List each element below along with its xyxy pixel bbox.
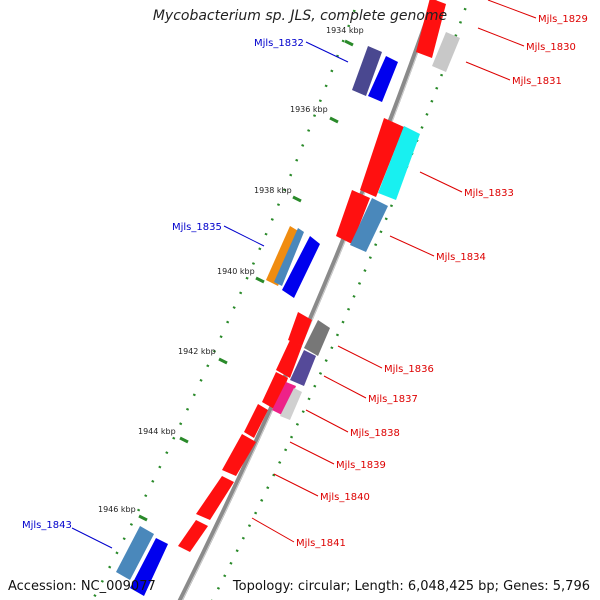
tick-label-1936: 1936 kbp xyxy=(290,105,328,114)
gene-arrow[interactable] xyxy=(280,388,302,420)
label-leader-lines xyxy=(71,0,537,549)
tick-label-1946: 1946 kbp xyxy=(98,505,136,514)
tick-label-1944: 1944 kbp xyxy=(138,427,176,436)
gene-label-mjls-1839[interactable]: Mjls_1839 xyxy=(336,460,386,471)
gene-arrow[interactable] xyxy=(288,312,312,346)
gene-arrow[interactable] xyxy=(222,434,256,476)
gene-arrow[interactable] xyxy=(360,118,404,197)
gene-arrow[interactable] xyxy=(196,476,234,520)
gene-arrow[interactable] xyxy=(130,538,168,596)
gene-arrow[interactable] xyxy=(244,404,268,438)
tick-label-1940: 1940 kbp xyxy=(217,267,255,276)
gene-label-mjls-1830[interactable]: Mjls_1830 xyxy=(526,42,576,53)
gene-label-mjls-1831[interactable]: Mjls_1831 xyxy=(512,76,562,87)
map-title: Mycobacterium sp. JLS, complete genome xyxy=(152,8,448,24)
tick-label-1938: 1938 kbp xyxy=(254,186,292,195)
gene-label-mjls-1835[interactable]: Mjls_1835 xyxy=(172,222,222,233)
gene-arrow[interactable] xyxy=(378,126,420,200)
gene-label-mjls-1834[interactable]: Mjls_1834 xyxy=(436,252,486,263)
gene-label-mjls-1829[interactable]: Mjls_1829 xyxy=(538,14,588,25)
outer-tick-track xyxy=(211,0,470,600)
gene-label-mjls-1837[interactable]: Mjls_1837 xyxy=(368,394,418,405)
gene-label-mjls-1841[interactable]: Mjls_1841 xyxy=(296,538,346,549)
gene-arrow[interactable] xyxy=(304,320,330,356)
gene-arrow[interactable] xyxy=(352,46,382,96)
gene-arrow[interactable] xyxy=(336,190,370,244)
kbp-tick-marks xyxy=(138,39,354,522)
gene-arrow[interactable] xyxy=(272,382,296,416)
gene-label-mjls-1843[interactable]: Mjls_1843 xyxy=(22,520,72,531)
gene-arrow[interactable] xyxy=(432,32,460,72)
genome-summary-text: Topology: circular; Length: 6,048,425 bp… xyxy=(232,579,590,594)
forward-strand-genes xyxy=(116,46,398,596)
accession-text: Accession: NC_009077 xyxy=(8,579,156,594)
reverse-strand-genes xyxy=(178,0,460,552)
gene-arrow[interactable] xyxy=(274,228,304,286)
tick-label-1942: 1942 kbp xyxy=(178,347,216,356)
gene-arrow[interactable] xyxy=(178,520,208,552)
gene-arrow[interactable] xyxy=(290,350,316,386)
gene-labels: Mjls_1829 Mjls_1830 Mjls_1831 Mjls_1832 … xyxy=(22,14,588,549)
gene-arrow[interactable] xyxy=(350,198,388,252)
gene-arrow[interactable] xyxy=(116,526,154,580)
gene-label-mjls-1838[interactable]: Mjls_1838 xyxy=(350,428,400,439)
gene-label-mjls-1836[interactable]: Mjls_1836 xyxy=(384,364,434,375)
tick-label-1934: 1934 kbp xyxy=(326,26,364,35)
gene-label-mjls-1840[interactable]: Mjls_1840 xyxy=(320,492,370,503)
gene-arrow[interactable] xyxy=(282,236,320,298)
gene-arrow[interactable] xyxy=(262,372,288,410)
gene-arrow[interactable] xyxy=(416,0,446,58)
gene-arrow[interactable] xyxy=(368,56,398,102)
backbone-highlight xyxy=(181,0,437,600)
gene-arrow[interactable] xyxy=(276,340,302,378)
gene-arrow[interactable] xyxy=(266,226,300,286)
genome-backbone xyxy=(177,0,437,600)
gene-label-mjls-1833[interactable]: Mjls_1833 xyxy=(464,188,514,199)
gene-label-mjls-1832[interactable]: Mjls_1832 xyxy=(254,38,304,49)
